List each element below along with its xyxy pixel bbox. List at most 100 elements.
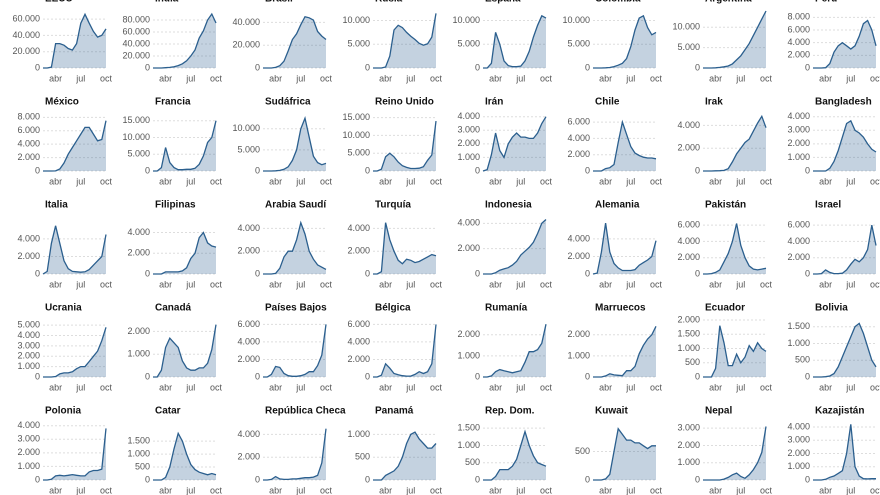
y-tick-label: 0 bbox=[255, 371, 260, 381]
y-tick-label: 2.000 bbox=[237, 452, 260, 462]
line bbox=[592, 223, 657, 275]
panel: Argentina 0 5.000 10.000 abr jul oct bbox=[672, 0, 772, 83]
x-tick-label: jul bbox=[735, 485, 745, 495]
y-tick-label: 2.000 bbox=[677, 440, 700, 450]
area bbox=[43, 14, 106, 69]
x-tick-label: abr bbox=[159, 485, 172, 495]
y-tick-label: 2.000 bbox=[457, 329, 480, 339]
panel: Israel 0 2.000 4.000 6.000 abr jul oct bbox=[787, 200, 880, 290]
y-tick-label: 0 bbox=[35, 268, 40, 278]
y-tick-label: 4.000 bbox=[17, 233, 40, 243]
y-tick-label: 2.000 bbox=[677, 314, 700, 324]
y-tick-label: 0 bbox=[695, 474, 700, 484]
y-tick-label: 10.000 bbox=[342, 15, 370, 25]
x-tick-label: jul bbox=[295, 382, 305, 392]
panel: Canadá 0 1.000 2.000 abr jul oct bbox=[127, 303, 222, 393]
area bbox=[593, 326, 656, 377]
panel-title: Perú bbox=[815, 0, 837, 5]
panel: Pakistán 0 2.000 4.000 6.000 abr jul oct bbox=[677, 200, 772, 290]
panel-title: Irán bbox=[485, 97, 503, 108]
x-tick-label: abr bbox=[599, 382, 612, 392]
area bbox=[813, 323, 876, 377]
y-tick-label: 5.000 bbox=[237, 144, 260, 154]
area bbox=[43, 327, 106, 377]
y-tick-label: 0 bbox=[35, 474, 40, 484]
area bbox=[703, 426, 766, 480]
x-tick-label: jul bbox=[845, 73, 855, 83]
panel-title: Kuwait bbox=[595, 406, 628, 417]
panel-title: Rumanía bbox=[485, 303, 528, 314]
y-tick-label: 5.000 bbox=[347, 39, 370, 49]
panel: Países Bajos 0 2.000 4.000 6.000 abr jul oct bbox=[237, 303, 332, 393]
y-tick-label: 15.000 bbox=[342, 112, 370, 122]
y-tick-label: 6.000 bbox=[17, 125, 40, 135]
panel-title: Israel bbox=[815, 200, 841, 211]
panel-title: Panamá bbox=[375, 406, 414, 417]
area bbox=[263, 222, 326, 274]
panel-title: Brasil bbox=[265, 0, 293, 5]
x-tick-label: jul bbox=[405, 279, 415, 289]
x-tick-label: jul bbox=[515, 485, 525, 495]
y-tick-label: 0 bbox=[585, 62, 590, 72]
y-tick-label: 8.000 bbox=[17, 112, 40, 122]
y-tick-label: 4.000 bbox=[237, 336, 260, 346]
x-tick-label: oct bbox=[100, 485, 113, 495]
panel: Polonia 0 1.000 2.000 3.000 4.000 abr jul oct bbox=[17, 406, 112, 495]
y-tick-label: 0 bbox=[585, 165, 590, 175]
x-tick-label: jul bbox=[625, 485, 635, 495]
y-tick-label: 2.000 bbox=[567, 149, 590, 159]
area bbox=[43, 120, 106, 171]
x-tick-label: oct bbox=[760, 279, 773, 289]
x-tick-label: oct bbox=[540, 382, 553, 392]
y-tick-label: 1.000 bbox=[457, 152, 480, 162]
y-tick-label: 8.000 bbox=[787, 12, 810, 22]
y-tick-label: 20.000 bbox=[122, 50, 150, 60]
y-tick-label: 2.000 bbox=[347, 354, 370, 364]
x-tick-label: oct bbox=[320, 485, 333, 495]
y-tick-label: 1.000 bbox=[127, 448, 150, 458]
y-tick-label: 1.500 bbox=[787, 321, 810, 331]
line bbox=[593, 427, 656, 481]
area bbox=[153, 14, 216, 68]
panel: Filipinas 0 2.000 4.000 abr jul oct bbox=[127, 200, 222, 290]
y-tick-label: 4.000 bbox=[17, 420, 40, 430]
panel: Panamá 0 500 1.000 abr jul oct bbox=[347, 406, 442, 495]
panel: Colombia 0 5.000 10.000 abr jul oct bbox=[562, 0, 662, 83]
x-tick-label: abr bbox=[159, 73, 172, 83]
area bbox=[703, 325, 766, 377]
y-tick-label: 1.000 bbox=[347, 429, 370, 439]
line bbox=[703, 325, 767, 378]
y-tick-label: 4.000 bbox=[17, 330, 40, 340]
x-tick-label: oct bbox=[540, 279, 553, 289]
y-tick-label: 10.000 bbox=[452, 15, 480, 25]
x-tick-label: jul bbox=[185, 382, 195, 392]
panel-title: Bélgica bbox=[375, 303, 411, 314]
area bbox=[263, 428, 326, 480]
area bbox=[813, 424, 876, 480]
y-tick-label: 3.000 bbox=[17, 340, 40, 350]
line bbox=[593, 119, 657, 172]
panel: Bangladesh 0 1.000 2.000 3.000 4.000 abr jul oct bbox=[787, 97, 880, 187]
panel-title: México bbox=[45, 97, 79, 108]
x-tick-label: jul bbox=[845, 485, 855, 495]
y-tick-label: 0 bbox=[145, 165, 150, 175]
y-tick-label: 0 bbox=[585, 474, 590, 484]
line bbox=[482, 116, 547, 172]
x-tick-label: oct bbox=[760, 382, 773, 392]
y-tick-label: 5.000 bbox=[567, 39, 590, 49]
panel-title: Arabia Saudí bbox=[265, 200, 327, 211]
x-tick-label: jul bbox=[845, 279, 855, 289]
x-tick-label: oct bbox=[320, 73, 333, 83]
x-tick-label: abr bbox=[489, 176, 502, 186]
x-tick-label: jul bbox=[75, 73, 85, 83]
panel-title: EEUU bbox=[45, 0, 73, 5]
x-tick-label: jul bbox=[735, 382, 745, 392]
panel: Kazajistán 0 1.000 2.000 3.000 4.000 abr jul oct bbox=[787, 406, 880, 495]
panel: Arabia Saudí 0 2.000 4.000 abr jul oct bbox=[237, 200, 332, 290]
x-tick-label: oct bbox=[320, 382, 333, 392]
panel: Chile 0 2.000 4.000 6.000 abr jul oct bbox=[567, 97, 662, 187]
x-tick-label: jul bbox=[75, 176, 85, 186]
x-tick-label: abr bbox=[49, 382, 62, 392]
x-tick-label: oct bbox=[540, 73, 553, 83]
x-tick-label: abr bbox=[49, 279, 62, 289]
